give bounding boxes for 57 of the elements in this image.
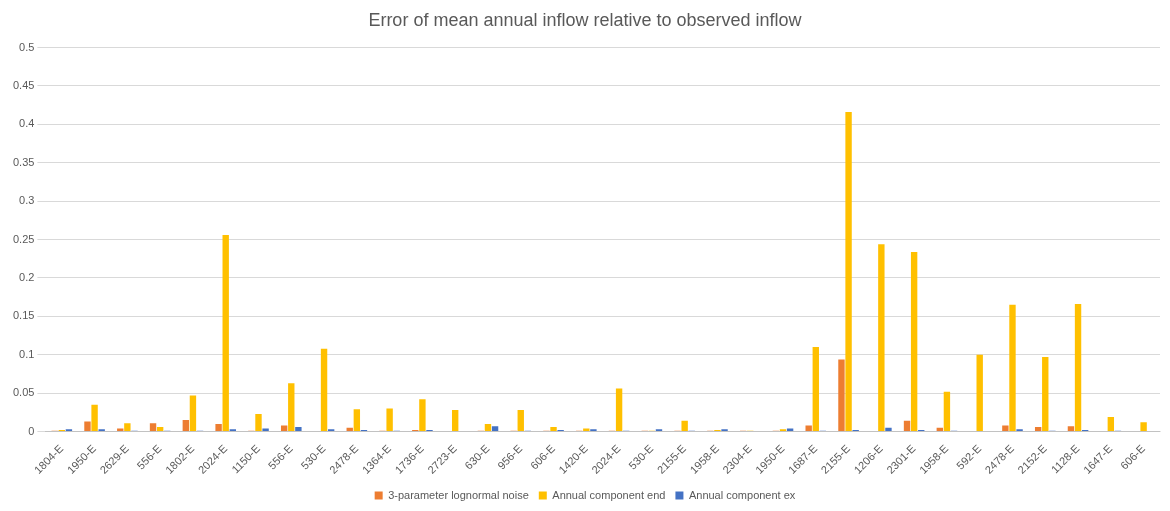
bar [491,426,499,432]
chart-title: Error of mean annual inflow relative to observed inflow [367,9,803,32]
legend-label: Annual component end [552,488,666,501]
bar [182,420,190,432]
bar [353,409,361,432]
bar [484,423,492,432]
bar [280,425,288,432]
y-tick-label: 0.4 [19,117,35,130]
bar [295,426,302,432]
bar [222,234,229,432]
bar [1009,304,1016,432]
legend-label: Annual component ex [688,488,796,501]
bar [215,423,222,432]
bar [903,420,911,432]
bar [1140,422,1147,432]
bar [386,408,393,432]
bar [1002,425,1009,432]
bar [910,251,918,432]
bar [838,359,845,432]
bar [1107,416,1115,432]
bar [91,404,98,432]
bar [681,420,688,432]
bar [255,413,262,432]
bar [885,427,892,432]
y-tick-label: 0.3 [19,194,35,207]
bar [84,421,91,432]
bar [517,410,524,432]
y-tick-label: 0.1 [19,347,35,360]
bar [976,354,983,432]
y-tick-label: 0.2 [19,271,35,284]
bar [149,423,157,432]
bar [1074,304,1082,432]
legend-label: 3-parameter lognormal noise [388,488,529,501]
bar [1067,426,1075,432]
bar [805,425,812,432]
bar [451,410,459,432]
bar [189,395,197,432]
bar [845,112,852,432]
bar [288,383,295,432]
bar [943,391,951,432]
bar [878,244,885,432]
bar [812,347,819,432]
y-tick-label: 0.35 [12,155,35,168]
bar [124,423,131,432]
bar [320,348,328,432]
bar [419,399,426,432]
bar [156,426,164,432]
bar [1034,426,1042,432]
y-tick-label: 0.5 [19,40,35,53]
y-tick-label: 0.05 [12,386,35,399]
y-tick-label: 0.25 [12,232,35,245]
y-tick-label: 0 [28,424,35,437]
bar [615,388,623,432]
y-tick-label: 0.15 [12,309,35,322]
bar [550,426,557,432]
bar [1042,357,1049,432]
y-tick-label: 0.45 [12,79,35,92]
